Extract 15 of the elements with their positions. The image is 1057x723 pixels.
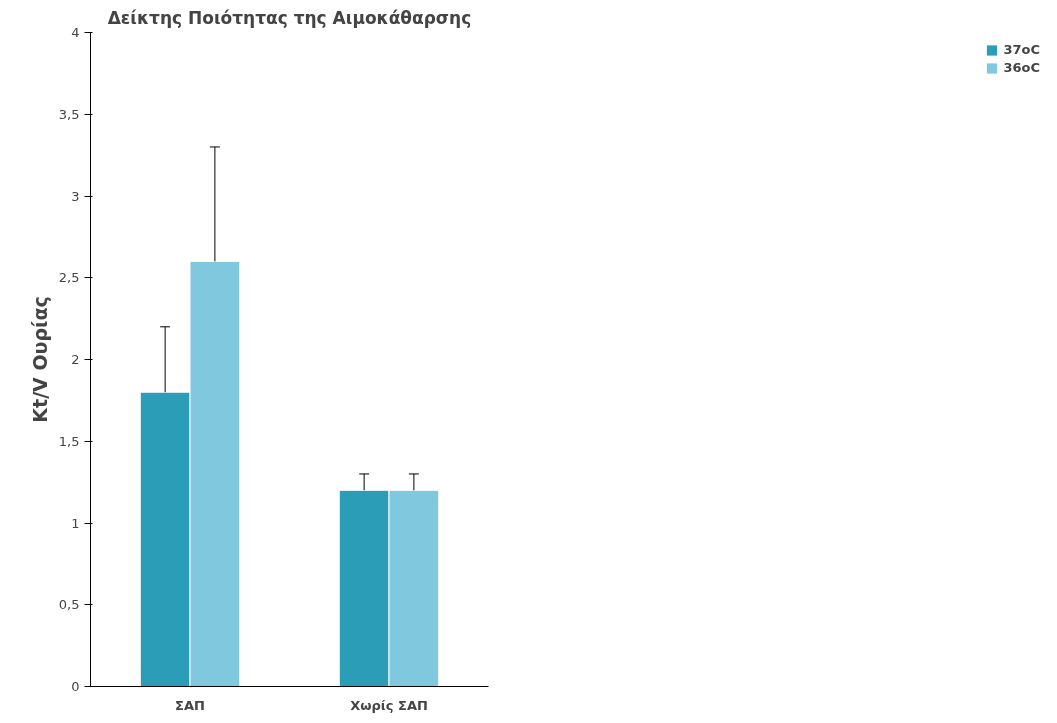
y-tick-label: 0	[71, 679, 80, 694]
legend-label: 37oC	[1003, 42, 1040, 57]
x-tick-label: ΣΑΠ	[175, 697, 205, 713]
y-axis-title: Kt/V Ουρίας	[28, 296, 51, 423]
y-tick-label: 3,5	[58, 106, 80, 122]
y-tick-label: 2	[71, 352, 80, 367]
legend-label: 36oC	[1003, 60, 1040, 75]
y-tick-label: 3	[71, 188, 80, 204]
y-tick-label: 0,5	[58, 597, 80, 613]
y-tick-label: 1,5	[58, 433, 80, 449]
y-tick-label: 1	[71, 515, 80, 531]
y-tick-label: 2,5	[58, 270, 80, 286]
chart-title: Δείκτης Ποιότητας της Αιμοκάθαρσης	[107, 7, 472, 28]
x-tick-label: Χωρίς ΣΑΠ	[350, 697, 428, 713]
y-tick-label: 4	[71, 25, 80, 40]
